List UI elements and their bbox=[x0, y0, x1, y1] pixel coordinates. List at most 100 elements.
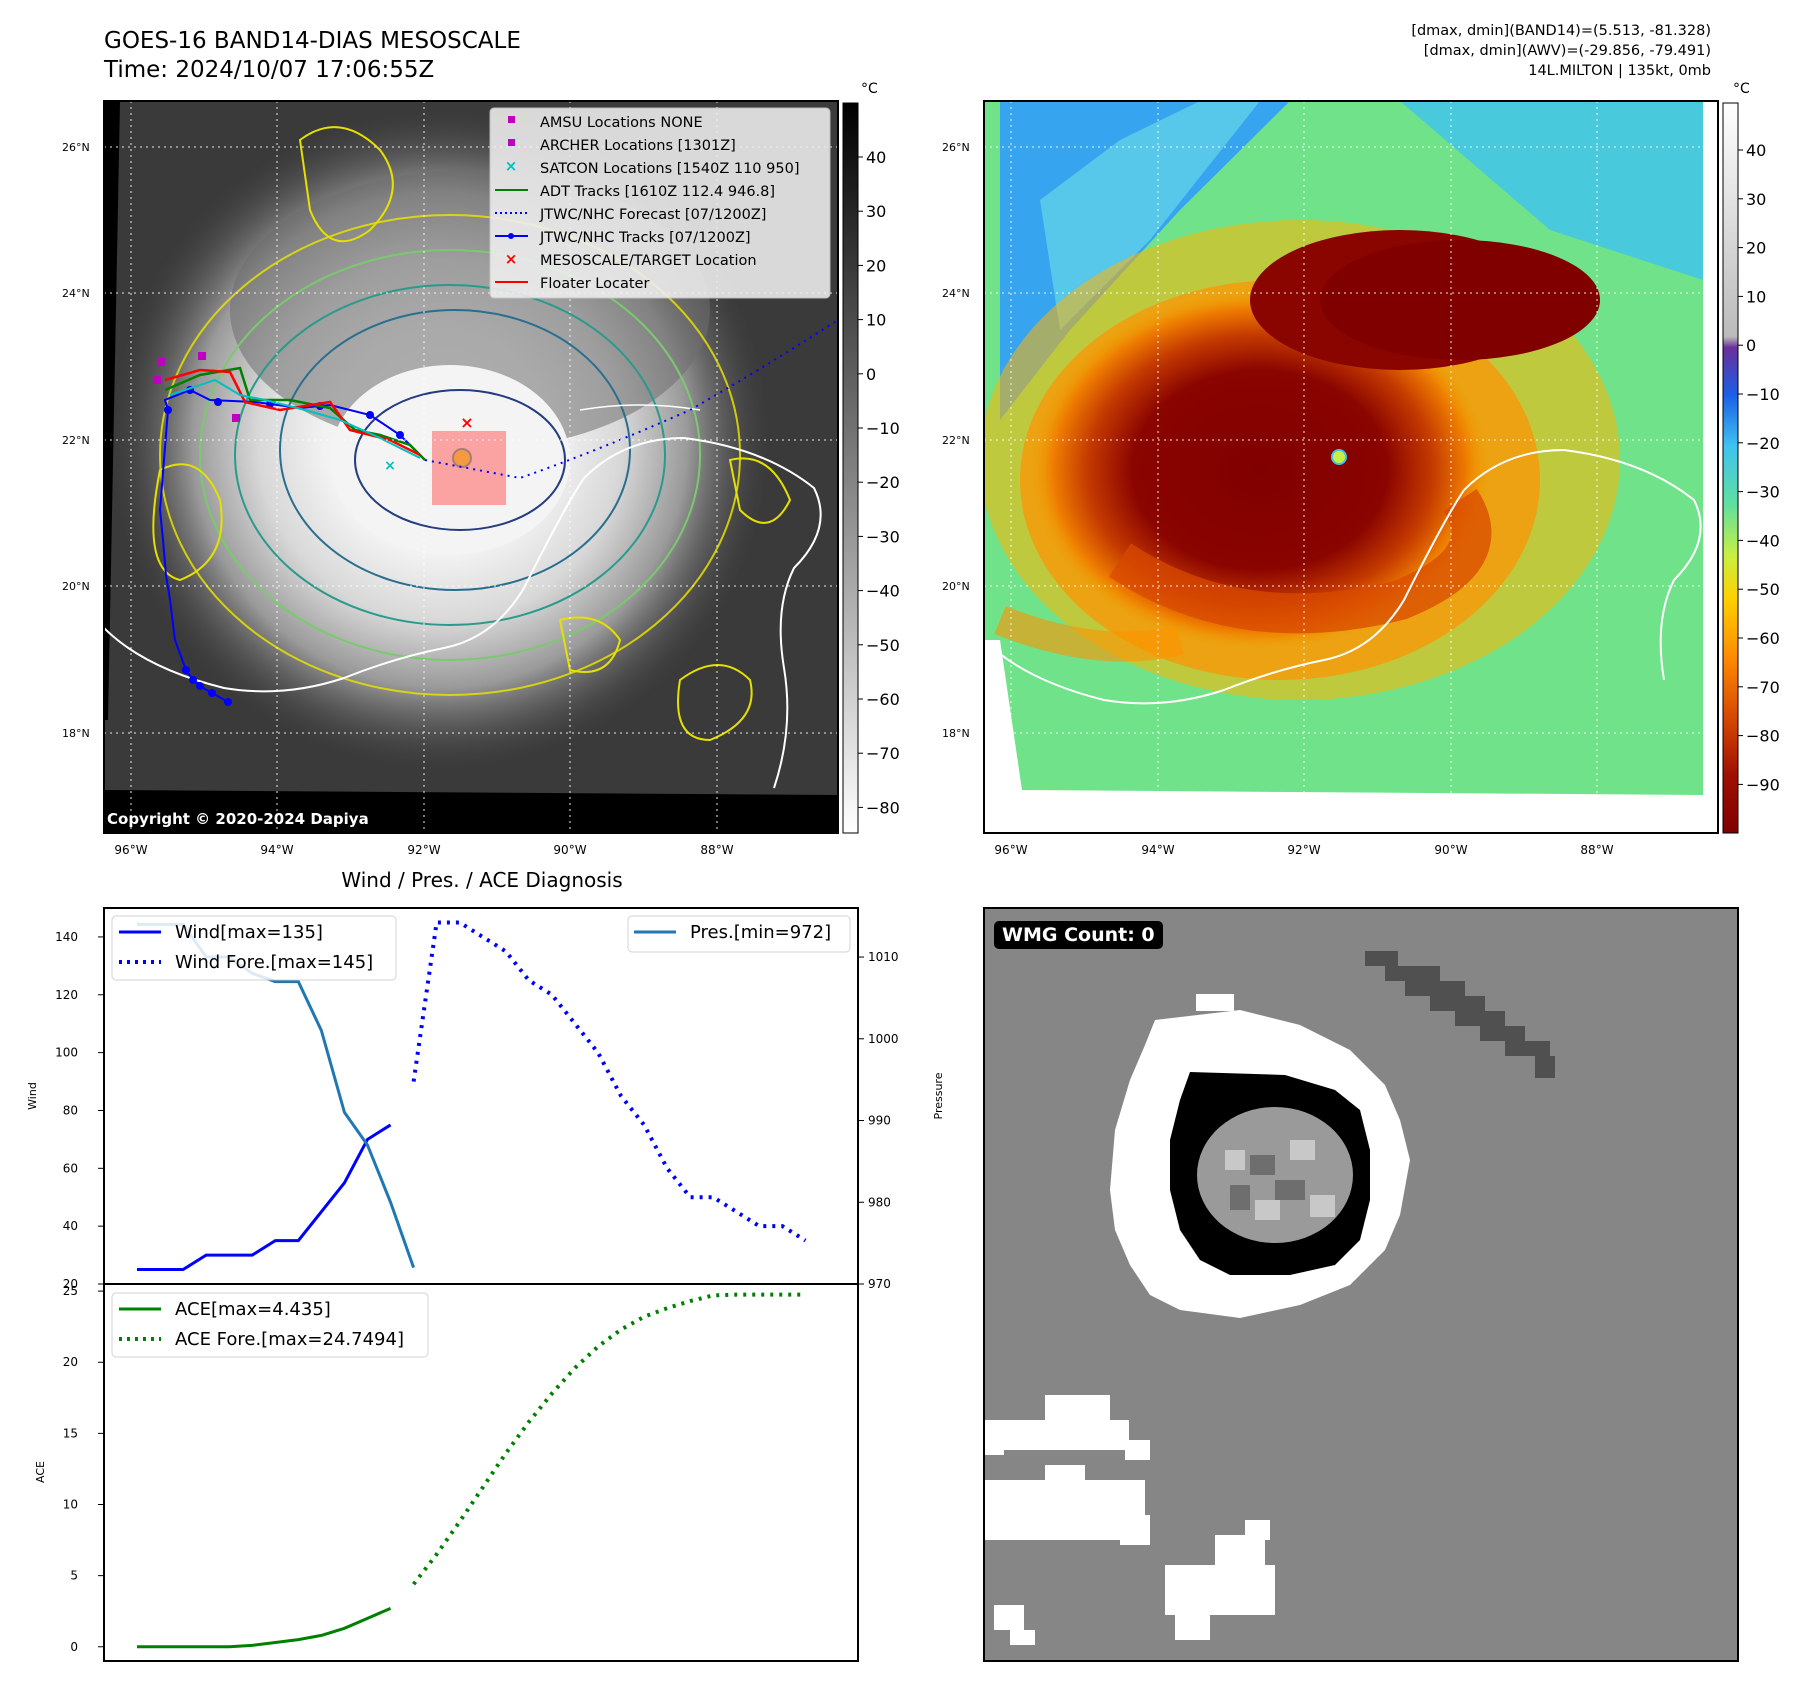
ir-colorbar-unit: °C bbox=[861, 81, 878, 97]
legend-satcon-label: SATCON Locations [1540Z 110 950] bbox=[540, 161, 799, 177]
svg-text:×: × bbox=[384, 458, 396, 474]
legend-amsu-marker bbox=[508, 116, 515, 123]
awv-lon-label: 94°W bbox=[1141, 843, 1174, 857]
awv-lon-label: 96°W bbox=[994, 843, 1027, 857]
ace-ytick-label: 5 bbox=[70, 1569, 78, 1583]
diagnosis-title: Wind / Pres. / ACE Diagnosis bbox=[341, 868, 622, 892]
wind-ytick-label: 120 bbox=[55, 988, 78, 1002]
wind-forecast-line bbox=[411, 920, 807, 1243]
ir-lat-label: 22°N bbox=[62, 434, 90, 447]
wind-pressure-chart: Wind / Pres. / ACE Diagnosis 140 120 100 80… bbox=[26, 868, 945, 1291]
awv-map-panel bbox=[984, 101, 1718, 833]
wind-fore-legend-label: Wind Fore.[max=145] bbox=[175, 952, 373, 973]
awv-colorbar-unit: °C bbox=[1733, 81, 1750, 97]
ir-colorbar-tick-label: 20 bbox=[866, 256, 886, 275]
awv-colorbar: °C 40 30 20 10 0 −10 −20 −30 −40 −50 −60 −70 −80 −90 bbox=[1722, 81, 1780, 834]
ace-ytick-label: 10 bbox=[63, 1498, 78, 1512]
legend-adt-label: ADT Tracks [1610Z 112.4 946.8] bbox=[540, 184, 775, 200]
awv-map-frame bbox=[983, 100, 1719, 834]
ir-colorbar-tick-label: −30 bbox=[866, 527, 900, 546]
info-awv-range: [dmax, dmin](AWV)=(-29.856, -79.491) bbox=[1423, 43, 1711, 59]
ace-ytick-label: 20 bbox=[63, 1355, 78, 1369]
awv-colorbar-tick-label: −70 bbox=[1746, 678, 1780, 697]
ir-colorbar-tick-label: 30 bbox=[866, 202, 886, 221]
ace-legend-label: ACE[max=4.435] bbox=[175, 1299, 331, 1320]
wind-line bbox=[137, 1123, 392, 1272]
ir-lat-label: 24°N bbox=[62, 287, 90, 300]
wind-ytick-label: 20 bbox=[63, 1277, 78, 1291]
awv-lon-label: 90°W bbox=[1434, 843, 1467, 857]
info-storm-id: 14L.MILTON | 135kt, 0mb bbox=[1528, 63, 1711, 79]
awv-colorbar-tick-label: −90 bbox=[1746, 775, 1780, 794]
ace-ytick-label: 0 bbox=[70, 1640, 78, 1654]
wind-ytick-label: 140 bbox=[55, 930, 78, 944]
ir-colorbar-tick-label: 40 bbox=[866, 148, 886, 167]
pressure-ytick-label: 1000 bbox=[868, 1032, 899, 1046]
ir-lon-label: 90°W bbox=[553, 843, 586, 857]
wind-ytick-label: 40 bbox=[63, 1219, 78, 1233]
awv-colorbar-tick-label: −60 bbox=[1746, 629, 1780, 648]
ir-lon-label: 88°W bbox=[700, 843, 733, 857]
ir-colorbar: °C 40 30 20 10 0 −10 −20 −30 −40 −50 −60 −70 −80 bbox=[842, 81, 900, 834]
awv-colorbar-tick-label: 40 bbox=[1746, 141, 1766, 160]
awv-lon-label: 88°W bbox=[1580, 843, 1613, 857]
ace-forecast-line bbox=[412, 1292, 806, 1586]
ir-lat-label: 18°N bbox=[62, 727, 90, 740]
wmg-count-badge: WMG Count: 0 bbox=[994, 921, 1163, 949]
ir-colorbar-tick-label: −40 bbox=[866, 582, 900, 601]
ir-colorbar-tick-label: −70 bbox=[866, 744, 900, 763]
wind-ytick-label: 100 bbox=[55, 1046, 78, 1060]
wmg-panel bbox=[983, 907, 1739, 1662]
pressure-axis-label: Pressure bbox=[932, 1072, 945, 1119]
awv-colorbar-tick-label: 30 bbox=[1746, 190, 1766, 209]
awv-lat-label: 24°N bbox=[942, 287, 970, 300]
pressure-ytick-label: 980 bbox=[868, 1195, 891, 1209]
ir-colorbar-tick-label: −10 bbox=[866, 419, 900, 438]
wind-ytick-label: 60 bbox=[63, 1161, 78, 1175]
ace-chart: 25 20 15 10 5 0 ACE ACE[max=4.435] ACE Fore.[… bbox=[34, 1283, 859, 1662]
awv-colorbar-tick-label: −30 bbox=[1746, 483, 1780, 502]
ir-lat-label: 20°N bbox=[62, 580, 90, 593]
ir-colorbar-tick-label: −60 bbox=[866, 690, 900, 709]
awv-colorbar-tick-label: −80 bbox=[1746, 727, 1780, 746]
wind-legend: Wind[max=135] Wind Fore.[max=145] bbox=[111, 915, 397, 981]
awv-colorbar-tick-label: 20 bbox=[1746, 239, 1766, 258]
wind-ytick-label: 80 bbox=[63, 1103, 78, 1117]
ir-lon-label: 92°W bbox=[407, 843, 440, 857]
ace-axis-label: ACE bbox=[34, 1461, 47, 1483]
legend-archer-label: ARCHER Locations [1301Z] bbox=[540, 138, 736, 154]
ir-colorbar-tick-label: −50 bbox=[866, 636, 900, 655]
legend-archer-marker bbox=[508, 139, 515, 146]
ace-legend: ACE[max=4.435] ACE Fore.[max=24.7494] bbox=[111, 1292, 429, 1358]
ace-fore-legend-label: ACE Fore.[max=24.7494] bbox=[175, 1329, 404, 1350]
ir-lat-label: 26°N bbox=[62, 141, 90, 154]
legend-target-marker: × bbox=[505, 250, 518, 268]
awv-lon-label: 92°W bbox=[1287, 843, 1320, 857]
awv-colorbar-tick-label: 10 bbox=[1746, 287, 1766, 306]
figure-title: GOES-16 BAND14-DIAS MESOSCALE bbox=[104, 28, 521, 54]
legend-floater-label: Floater Locater bbox=[540, 276, 649, 292]
pres-legend: Pres.[min=972] bbox=[627, 915, 851, 953]
ir-colorbar-tick-label: 0 bbox=[866, 365, 876, 384]
legend-amsu-label: AMSU Locations NONE bbox=[540, 115, 703, 131]
awv-colorbar-tick-label: 0 bbox=[1746, 336, 1756, 355]
ir-map-frame bbox=[103, 100, 839, 834]
legend-forecast-label: JTWC/NHC Forecast [07/1200Z] bbox=[539, 207, 766, 223]
ir-colorbar-tick-label: 10 bbox=[866, 311, 886, 330]
pressure-ytick-label: 1010 bbox=[868, 950, 899, 964]
ir-legend: × × AMSU Locations NONE ARCHER Locations… bbox=[489, 107, 831, 299]
ace-ytick-label: 15 bbox=[63, 1426, 78, 1440]
pres-legend-label: Pres.[min=972] bbox=[690, 922, 831, 943]
legend-target-label: MESOSCALE/TARGET Location bbox=[540, 253, 757, 269]
figure-time: Time: 2024/10/07 17:06:55Z bbox=[104, 57, 435, 83]
ace-line bbox=[137, 1606, 392, 1649]
ir-colorbar-tick-label: −20 bbox=[866, 473, 900, 492]
awv-lat-label: 26°N bbox=[942, 141, 970, 154]
info-band14-range: [dmax, dmin](BAND14)=(5.513, -81.328) bbox=[1411, 23, 1711, 39]
wind-axis-label: Wind bbox=[26, 1082, 39, 1110]
ir-lon-label: 96°W bbox=[114, 843, 147, 857]
ir-colorbar-tick-label: −80 bbox=[866, 798, 900, 817]
ir-lon-label: 94°W bbox=[260, 843, 293, 857]
copyright-text: Copyright © 2020-2024 Dapiya bbox=[107, 810, 369, 828]
